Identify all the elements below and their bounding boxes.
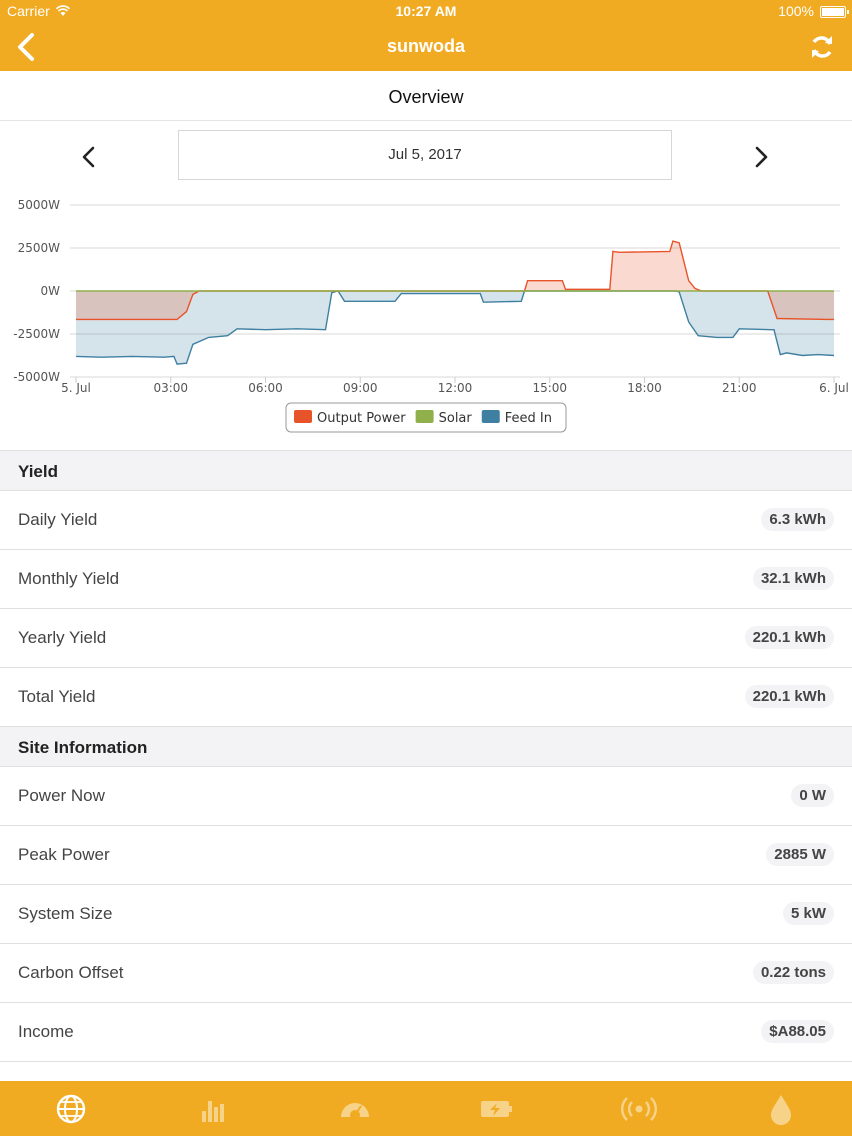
- row-label: Total Yield: [18, 687, 96, 706]
- tab-water[interactable]: [763, 1093, 799, 1125]
- back-button[interactable]: [14, 32, 42, 62]
- row-value: 0.22 tons: [752, 961, 834, 984]
- row-value: 5 kW: [782, 902, 834, 925]
- overview-header: Overview: [0, 71, 852, 121]
- bar-chart-icon: [202, 1101, 224, 1122]
- next-day-button[interactable]: [750, 145, 772, 169]
- system-size-row: System Size 5 kW: [0, 885, 852, 944]
- legend-swatch-solar: [415, 410, 434, 423]
- gauge-icon: [341, 1103, 369, 1120]
- yearly-yield-row: Yearly Yield 220.1 kWh: [0, 609, 852, 668]
- row-value: $A88.05: [761, 1020, 834, 1043]
- tab-performance[interactable]: [337, 1093, 373, 1125]
- signal-broadcast-icon: [621, 1097, 657, 1121]
- monthly-yield-row: Monthly Yield 32.1 kWh: [0, 550, 852, 609]
- status-bar: Carrier 10:27 AM 100%: [0, 0, 852, 22]
- legend-swatch-feed-in: [481, 410, 500, 423]
- x-tick-label: 21:00: [722, 381, 757, 395]
- chevron-left-icon: [18, 33, 34, 61]
- y-tick-label: 0W: [41, 284, 61, 298]
- site-info-section-header: Site Information: [0, 726, 852, 767]
- legend-label-feed-in[interactable]: Feed In: [505, 411, 552, 426]
- daily-yield-row: Daily Yield 6.3 kWh: [0, 491, 852, 550]
- refresh-icon: [812, 36, 832, 58]
- row-label: Daily Yield: [18, 510, 98, 529]
- chart-legend: Output Power Solar Feed In: [285, 402, 567, 433]
- water-drop-icon: [771, 1095, 791, 1125]
- row-label: System Size: [18, 904, 113, 923]
- wifi-icon: [55, 4, 71, 20]
- power-chart[interactable]: 5000W 2500W 0W -2500W -5000W 5. Jul 03:00 06:0…: [0, 192, 852, 450]
- chevron-right-icon: [755, 146, 768, 168]
- row-label: Income: [18, 1022, 74, 1041]
- row-label: Yearly Yield: [18, 628, 107, 647]
- carrier-label: Carrier: [7, 3, 50, 19]
- row-value: 0 W: [791, 784, 834, 807]
- tab-signal[interactable]: [621, 1093, 657, 1125]
- date-field[interactable]: Jul 5, 2017: [178, 130, 672, 180]
- page-title: Overview: [388, 87, 464, 107]
- battery-icon: [820, 6, 849, 18]
- feed-in-area: [76, 291, 834, 365]
- section-title: Yield: [18, 462, 58, 481]
- tab-statistics[interactable]: [195, 1093, 231, 1125]
- power-now-row: Power Now 0 W: [0, 767, 852, 826]
- row-value: 220.1 kWh: [744, 626, 834, 649]
- row-value: 32.1 kWh: [752, 567, 834, 590]
- y-tick-label: -5000W: [13, 370, 60, 384]
- x-tick-label: 15:00: [532, 381, 567, 395]
- x-tick-label: 09:00: [343, 381, 378, 395]
- x-tick-label: 03:00: [153, 381, 188, 395]
- row-label: Monthly Yield: [18, 569, 120, 588]
- legend-label-solar[interactable]: Solar: [439, 411, 473, 426]
- legend-label-output-power[interactable]: Output Power: [317, 411, 406, 426]
- refresh-button[interactable]: [808, 32, 836, 62]
- y-tick-label: 5000W: [18, 198, 61, 212]
- x-tick-label: 5. Jul: [61, 381, 91, 395]
- nav-bar: sunwoda: [0, 22, 852, 71]
- y-tick-label: 2500W: [18, 241, 61, 255]
- row-value: 6.3 kWh: [761, 508, 834, 531]
- x-tick-label: 06:00: [248, 381, 283, 395]
- app-title: sunwoda: [386, 36, 465, 56]
- yield-section-header: Yield: [0, 450, 852, 491]
- x-tick-label: 18:00: [627, 381, 662, 395]
- income-row: Income $A88.05: [0, 1003, 852, 1062]
- battery-percent: 100%: [778, 3, 814, 19]
- row-value: 220.1 kWh: [744, 685, 834, 708]
- tab-battery[interactable]: [479, 1093, 515, 1125]
- total-yield-row: Total Yield 220.1 kWh: [0, 668, 852, 727]
- peak-power-row: Peak Power 2885 W: [0, 826, 852, 885]
- chevron-left-icon: [82, 146, 95, 168]
- row-label: Carbon Offset: [18, 963, 124, 982]
- globe-icon: [56, 1094, 86, 1124]
- tab-bar: [0, 1081, 852, 1136]
- row-value: 2885 W: [766, 843, 834, 866]
- tab-overview[interactable]: [53, 1093, 89, 1125]
- carbon-offset-row: Carbon Offset 0.22 tons: [0, 944, 852, 1003]
- previous-day-button[interactable]: [78, 145, 100, 169]
- clock: 10:27 AM: [395, 3, 457, 19]
- x-tick-label: 6. Jul: [819, 381, 849, 395]
- y-tick-label: -2500W: [13, 327, 60, 341]
- date-navigator: Jul 5, 2017: [0, 121, 852, 191]
- x-tick-label: 12:00: [438, 381, 473, 395]
- row-label: Peak Power: [18, 845, 110, 864]
- battery-charging-icon: [481, 1101, 512, 1117]
- output-power-area: [76, 241, 834, 320]
- feed-in-line: [75, 290, 835, 365]
- section-title: Site Information: [18, 738, 148, 757]
- row-label: Power Now: [18, 786, 105, 805]
- legend-swatch-output-power: [294, 410, 312, 423]
